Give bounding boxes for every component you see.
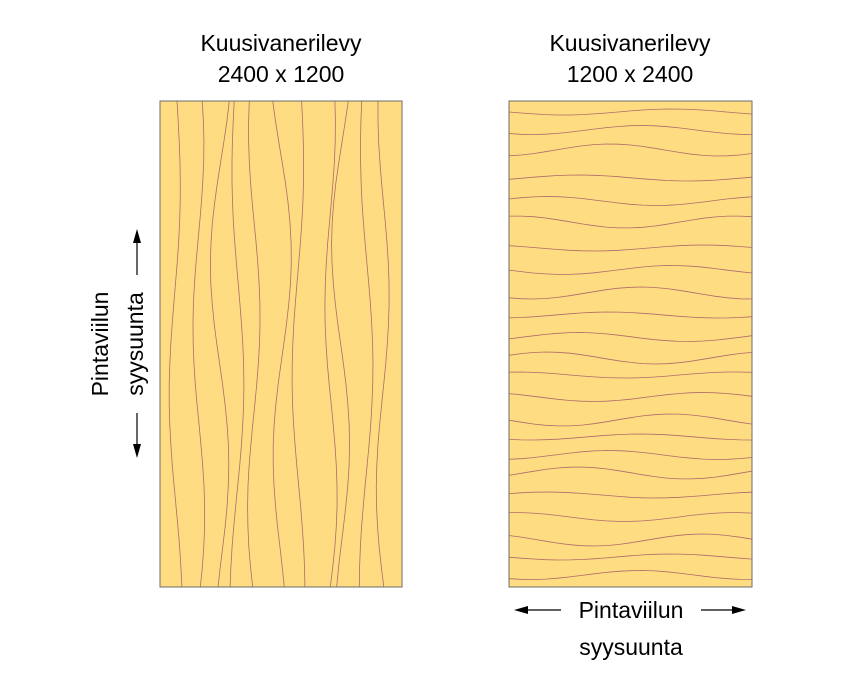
right-panel-size: 1200 x 2400 bbox=[567, 61, 694, 87]
grain-line bbox=[508, 286, 753, 300]
grain-line bbox=[508, 351, 753, 365]
right-panel-grain-lines bbox=[508, 108, 753, 580]
bottom-grain-direction-indicator: Pintaviilun syysuunta bbox=[514, 597, 746, 660]
grain-line bbox=[508, 466, 753, 480]
grain-line bbox=[509, 512, 753, 522]
grain-line bbox=[229, 100, 245, 588]
grain-line bbox=[508, 332, 753, 342]
grain-line bbox=[508, 143, 753, 157]
grain-line bbox=[375, 101, 390, 588]
arrow-down-icon bbox=[133, 444, 141, 458]
grain-line bbox=[358, 100, 374, 588]
left-panel-title: Kuusivanerilevy bbox=[200, 30, 362, 56]
left-plywood-panel bbox=[159, 100, 403, 588]
right-plywood-panel bbox=[508, 100, 753, 588]
arrow-left-icon bbox=[514, 606, 528, 614]
bottom-direction-label-line2: syysuunta bbox=[579, 634, 683, 660]
left-panel-grain-lines bbox=[168, 100, 390, 588]
right-panel-title: Kuusivanerilevy bbox=[549, 30, 711, 56]
left-grain-direction-indicator: Pintaviilun syysuunta bbox=[87, 229, 148, 458]
grain-line bbox=[509, 215, 753, 229]
grain-line bbox=[508, 244, 753, 252]
grain-line bbox=[168, 100, 183, 588]
grain-line bbox=[508, 491, 753, 499]
bottom-direction-label-line1: Pintaviilun bbox=[579, 597, 684, 623]
left-panel-board bbox=[159, 100, 403, 588]
grain-line bbox=[508, 174, 753, 182]
left-direction-label-line2: syysuunta bbox=[122, 292, 148, 396]
grain-line bbox=[508, 413, 753, 427]
grain-line bbox=[508, 450, 753, 460]
grain-line bbox=[508, 311, 753, 319]
arrow-up-icon bbox=[133, 229, 141, 243]
left-panel-size: 2400 x 1200 bbox=[218, 61, 345, 87]
grain-line bbox=[209, 100, 230, 588]
grain-line bbox=[508, 570, 753, 580]
grain-line bbox=[324, 100, 338, 588]
grain-line bbox=[508, 553, 753, 561]
grain-line bbox=[508, 371, 753, 379]
grain-line bbox=[331, 100, 350, 588]
grain-line bbox=[291, 100, 306, 588]
left-direction-label-line1: Pintaviilun bbox=[87, 292, 113, 397]
grain-line bbox=[272, 100, 292, 588]
grain-line bbox=[508, 392, 753, 402]
grain-line bbox=[508, 125, 753, 135]
grain-line bbox=[508, 108, 753, 116]
grain-line bbox=[508, 433, 753, 441]
grain-line bbox=[508, 265, 753, 275]
grain-line bbox=[508, 196, 753, 206]
arrow-right-icon bbox=[732, 606, 746, 614]
grain-line bbox=[508, 533, 753, 547]
grain-line bbox=[192, 100, 205, 588]
grain-line bbox=[247, 100, 261, 588]
right-panel-board bbox=[508, 100, 753, 588]
